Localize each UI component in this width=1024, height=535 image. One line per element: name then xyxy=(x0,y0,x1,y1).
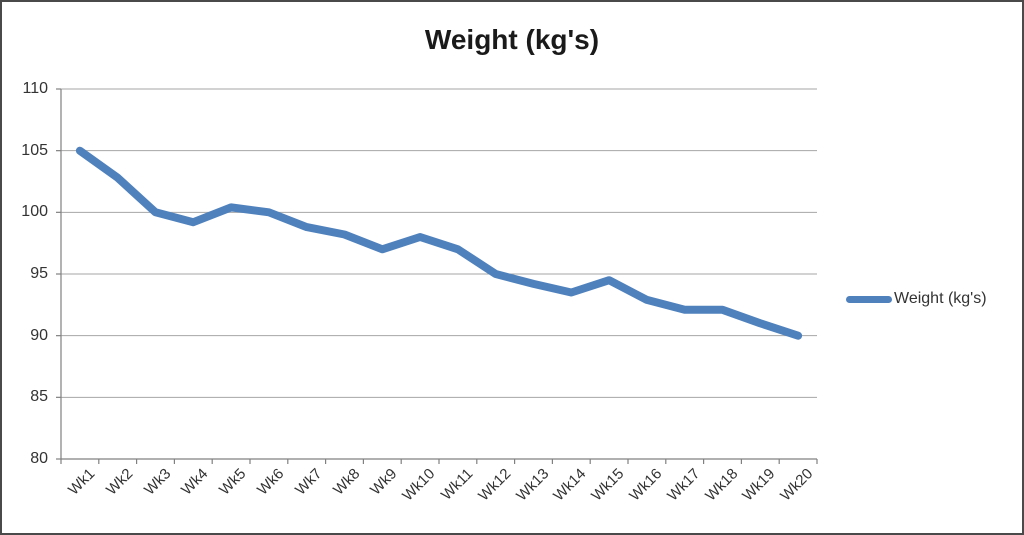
y-tick-label: 105 xyxy=(21,141,48,159)
y-tick-label: 80 xyxy=(30,450,48,467)
chart-title: Weight (kg's) xyxy=(424,24,600,55)
y-tick-label: 90 xyxy=(30,326,48,344)
y-tick-label: 100 xyxy=(21,203,48,221)
legend-label: Weight (kg's) xyxy=(894,290,987,307)
weight-series-line xyxy=(75,146,803,340)
legend-line-swatch xyxy=(846,295,892,303)
legend: Weight (kg's) xyxy=(846,290,987,308)
y-tick-label: 95 xyxy=(30,265,48,282)
y-tick-label: 85 xyxy=(30,388,48,406)
y-tick-label: 110 xyxy=(22,80,48,97)
